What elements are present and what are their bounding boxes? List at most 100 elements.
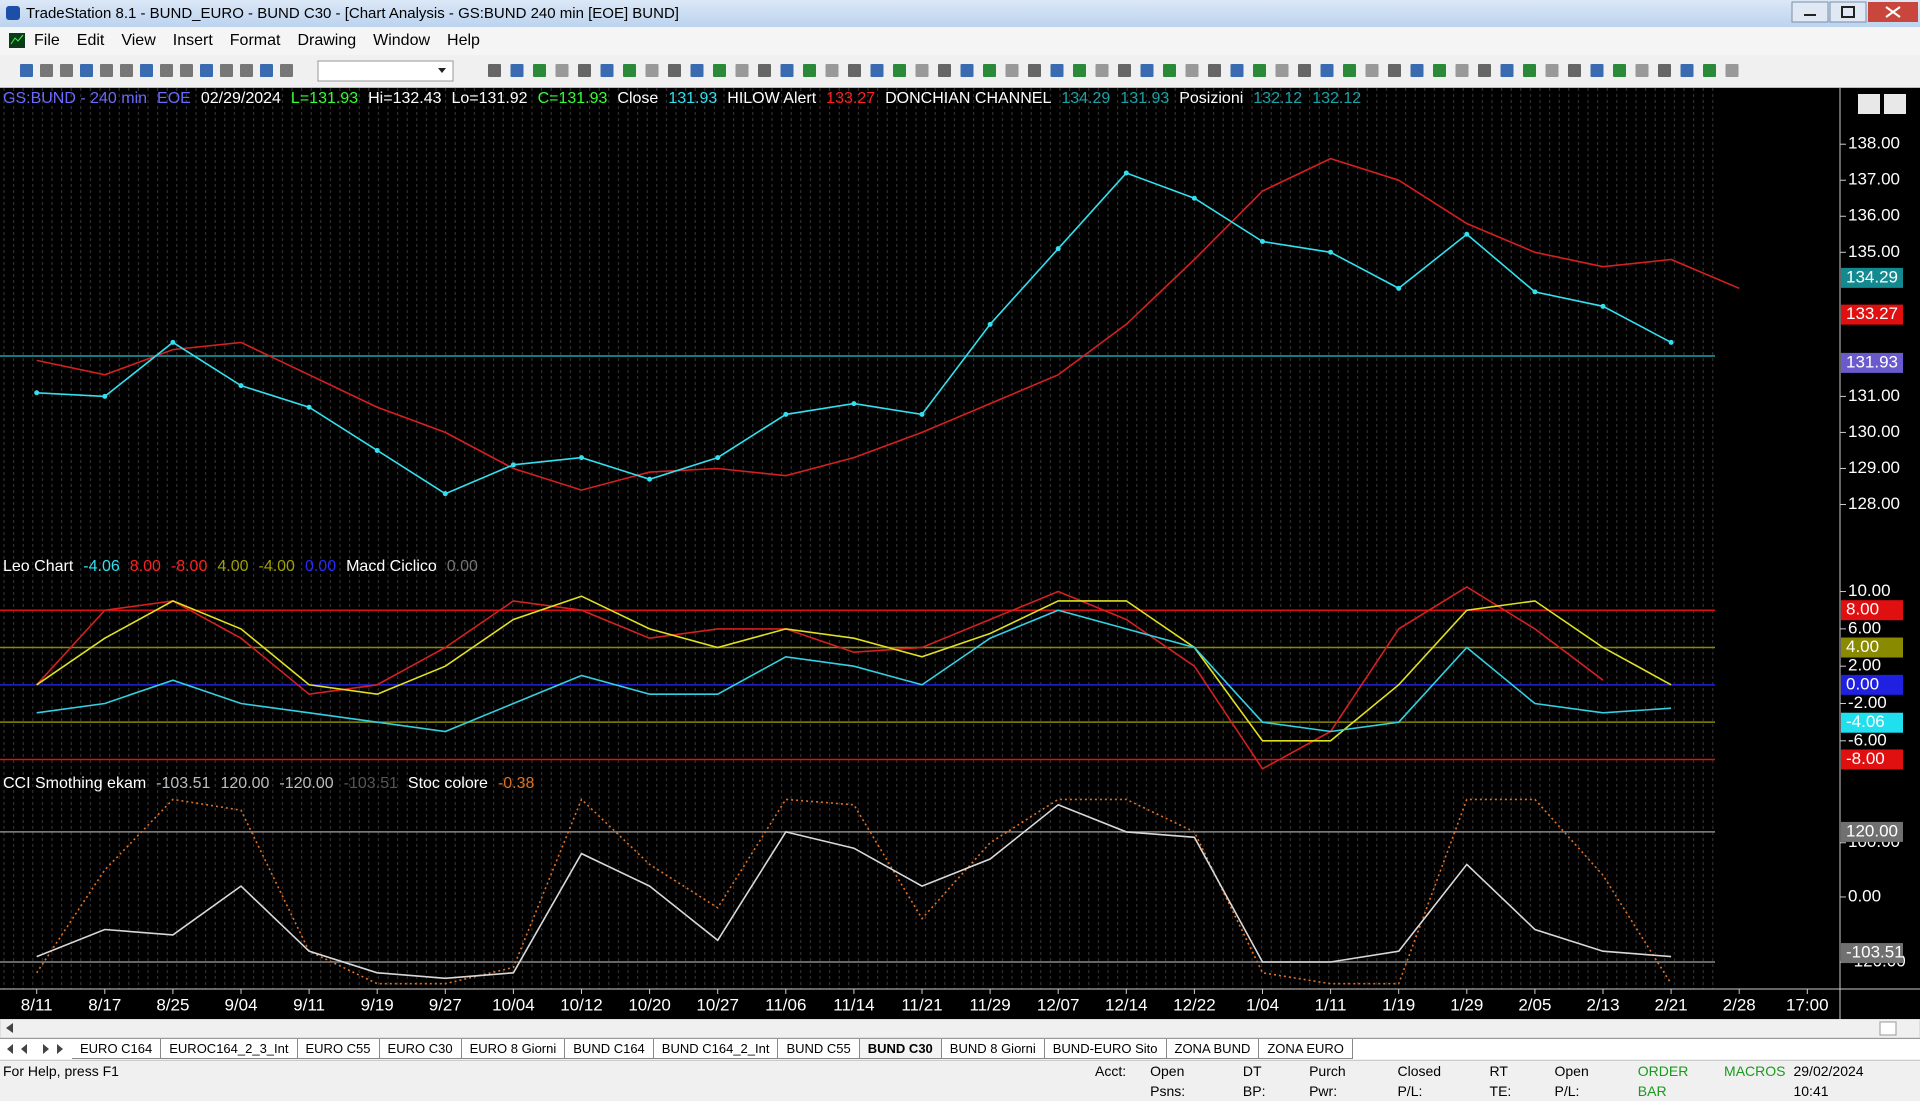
tool-button[interactable] xyxy=(938,64,951,77)
tool-button[interactable] xyxy=(780,64,794,77)
tool-button[interactable] xyxy=(1005,64,1019,77)
menu-item[interactable]: Drawing xyxy=(297,32,357,49)
sheet-tab[interactable]: BUND C55 xyxy=(778,1039,860,1059)
tool-button[interactable] xyxy=(1545,64,1559,77)
tool-button[interactable] xyxy=(1635,64,1649,77)
tool-button[interactable] xyxy=(140,64,153,77)
tool-button[interactable] xyxy=(240,64,253,77)
tool-button[interactable] xyxy=(735,64,749,77)
tool-button[interactable] xyxy=(1073,64,1086,77)
menu-item[interactable]: Edit xyxy=(76,32,105,49)
tool-button[interactable] xyxy=(893,64,906,77)
tool-button[interactable] xyxy=(1298,64,1311,77)
panel-button[interactable] xyxy=(1884,94,1906,114)
sheet-tab[interactable]: BUND C164 xyxy=(565,1039,654,1059)
tool-button[interactable] xyxy=(1343,64,1356,77)
tool-button[interactable] xyxy=(1568,64,1581,77)
sheet-tab[interactable]: BUND-EURO Sito xyxy=(1044,1039,1167,1059)
tool-button[interactable] xyxy=(200,64,213,77)
tool-button[interactable] xyxy=(260,64,273,77)
tool-button[interactable] xyxy=(120,64,133,77)
tool-button[interactable] xyxy=(960,64,974,77)
tool-button[interactable] xyxy=(1365,64,1379,77)
tool-button[interactable] xyxy=(280,64,293,77)
sheet-tab[interactable]: BUND C164_2_Int xyxy=(653,1039,779,1059)
tool-button[interactable] xyxy=(915,64,929,77)
sheet-tab[interactable]: ZONA EURO xyxy=(1259,1039,1353,1059)
menu-item[interactable]: Format xyxy=(229,32,281,49)
tool-button[interactable] xyxy=(1455,64,1469,77)
tool-button[interactable] xyxy=(510,64,524,77)
sheet-tab[interactable]: ZONA BUND xyxy=(1166,1039,1260,1059)
tool-button[interactable] xyxy=(488,64,501,77)
window-controls[interactable] xyxy=(1790,0,1920,27)
menu-item[interactable]: Window xyxy=(373,32,431,49)
panel-button[interactable] xyxy=(1858,94,1880,114)
tool-button[interactable] xyxy=(20,64,33,77)
tool-button[interactable] xyxy=(1590,64,1604,77)
tool-button[interactable] xyxy=(1185,64,1199,77)
sheet-tab[interactable]: EUROC164_2_3_Int xyxy=(161,1039,298,1059)
menu-item[interactable]: File xyxy=(34,32,60,49)
tool-button[interactable] xyxy=(1613,64,1626,77)
tool-button[interactable] xyxy=(1095,64,1109,77)
sheet-tab[interactable]: EURO C30 xyxy=(379,1039,462,1059)
tool-button[interactable] xyxy=(555,64,569,77)
tool-button[interactable] xyxy=(1410,64,1424,77)
tool-button[interactable] xyxy=(1230,64,1244,77)
tool-button[interactable] xyxy=(803,64,816,77)
tool-button[interactable] xyxy=(1478,64,1491,77)
tool-button[interactable] xyxy=(848,64,861,77)
tool-button[interactable] xyxy=(1680,64,1694,77)
legend-item: GS:BUND - 240 min xyxy=(3,90,148,107)
tool-button[interactable] xyxy=(533,64,546,77)
scrollbar[interactable] xyxy=(0,1019,1920,1038)
tool-button[interactable] xyxy=(220,64,233,77)
tool-button[interactable] xyxy=(1028,64,1041,77)
tool-button[interactable] xyxy=(1725,64,1739,77)
tool-button[interactable] xyxy=(1275,64,1289,77)
sheet-tab[interactable]: EURO C164 xyxy=(72,1039,162,1059)
tool-button[interactable] xyxy=(1658,64,1671,77)
tool-button[interactable] xyxy=(160,64,173,77)
tool-button[interactable] xyxy=(180,64,193,77)
tool-button[interactable] xyxy=(1703,64,1716,77)
tool-button[interactable] xyxy=(1253,64,1266,77)
sheet-tab[interactable]: EURO 8 Giorni xyxy=(461,1039,566,1059)
tool-button[interactable] xyxy=(623,64,636,77)
tool-button[interactable] xyxy=(1388,64,1401,77)
tool-button[interactable] xyxy=(1523,64,1536,77)
tool-button[interactable] xyxy=(80,64,93,77)
order-bar[interactable]: ORDER BAR xyxy=(1637,1063,1689,1099)
tool-button[interactable] xyxy=(1050,64,1064,77)
sheet-tab[interactable]: EURO C55 xyxy=(297,1039,380,1059)
tool-button[interactable] xyxy=(645,64,659,77)
tab-nav[interactable] xyxy=(2,1040,70,1058)
tool-button[interactable] xyxy=(983,64,996,77)
tool-button[interactable] xyxy=(668,64,681,77)
tool-button[interactable] xyxy=(1118,64,1131,77)
tool-button[interactable] xyxy=(1208,64,1221,77)
tool-button[interactable] xyxy=(600,64,614,77)
sheet-tab[interactable]: BUND C30 xyxy=(859,1039,942,1059)
tool-button[interactable] xyxy=(1433,64,1446,77)
tool-button[interactable] xyxy=(1140,64,1154,77)
tool-button[interactable] xyxy=(578,64,591,77)
tool-button[interactable] xyxy=(1500,64,1514,77)
tool-button[interactable] xyxy=(40,64,53,77)
menu-item[interactable]: Help xyxy=(447,32,480,49)
tool-button[interactable] xyxy=(825,64,839,77)
tool-button[interactable] xyxy=(1320,64,1334,77)
sheet-tab[interactable]: BUND 8 Giorni xyxy=(941,1039,1045,1059)
tool-button[interactable] xyxy=(1163,64,1176,77)
tool-button[interactable] xyxy=(713,64,726,77)
tool-button[interactable] xyxy=(870,64,884,77)
macros[interactable]: MACROS xyxy=(1724,1063,1786,1079)
tool-button[interactable] xyxy=(758,64,771,77)
menu-item[interactable]: Insert xyxy=(172,32,213,49)
tool-button[interactable] xyxy=(690,64,704,77)
tool-button[interactable] xyxy=(100,64,113,77)
chart-area: 138.00 137.00 136.00 135.00 131.00 130.00 129.… xyxy=(0,88,1920,1019)
menu-item[interactable]: View xyxy=(121,32,156,49)
tool-button[interactable] xyxy=(60,64,73,77)
